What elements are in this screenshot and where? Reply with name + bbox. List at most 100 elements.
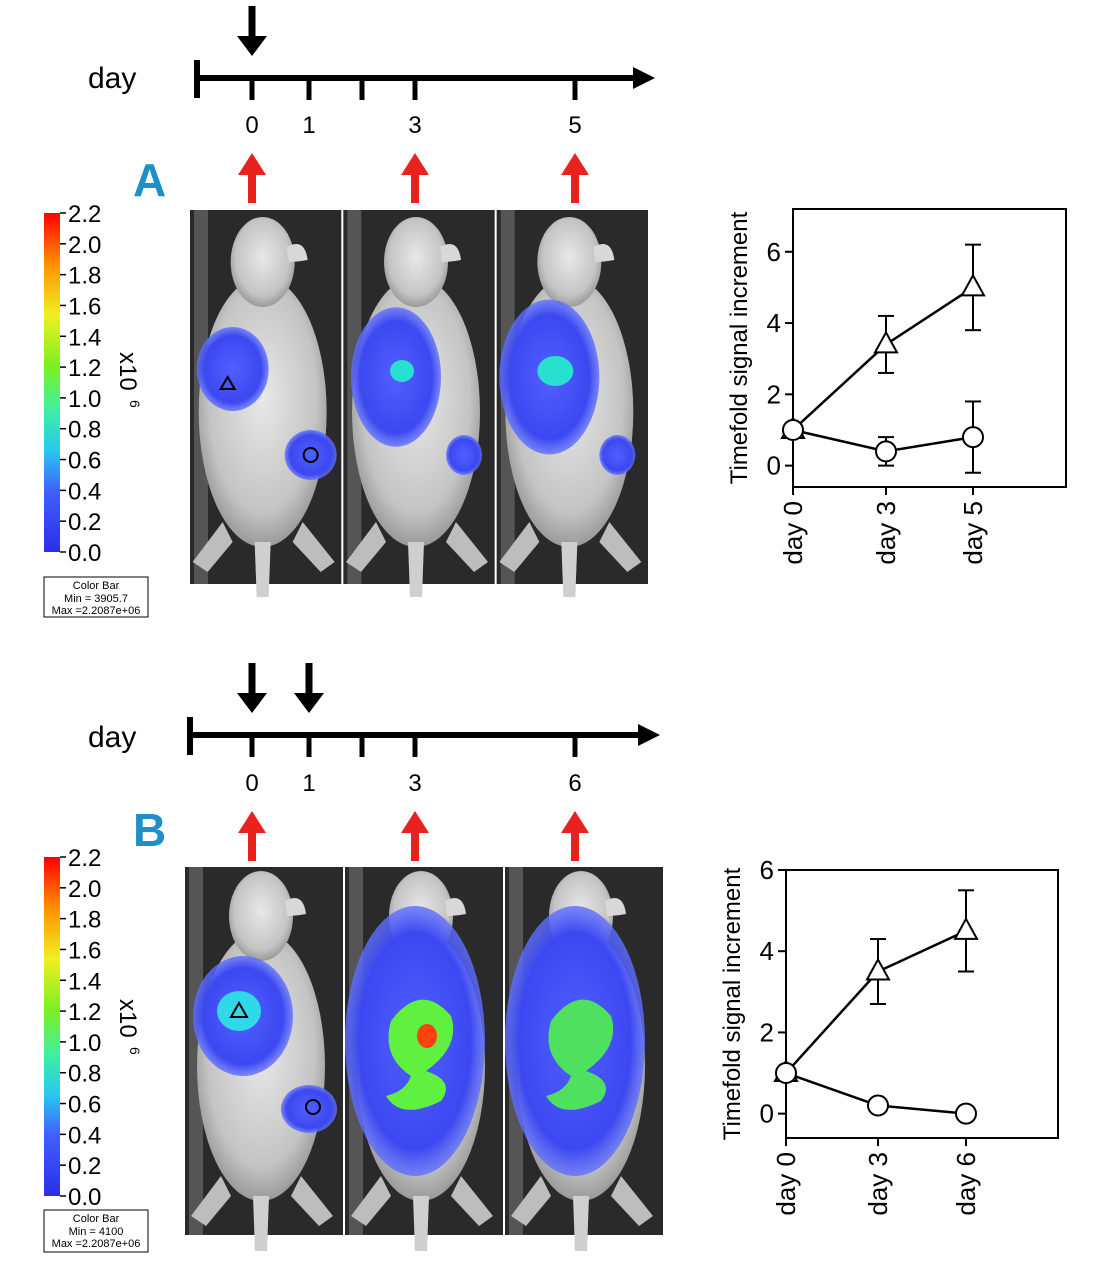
color-bar-tick-label: 1.8 (68, 263, 101, 290)
plot-frame (785, 869, 1059, 1139)
panel-letter: B (133, 804, 166, 856)
y-tick-label: 0 (760, 1099, 774, 1129)
x-tick-label: day 0 (778, 501, 808, 565)
y-tick-label: 4 (767, 308, 781, 338)
color-bar-tick-label: 0.0 (68, 1184, 101, 1211)
y-axis-label: Timefold signal increment (719, 867, 746, 1140)
y-tick-label: 4 (760, 936, 774, 966)
color-bar-tick-label: 0.2 (68, 1153, 101, 1180)
color-bar-tick-label: 2.2 (68, 201, 101, 228)
signal-tumor-small (446, 435, 482, 475)
info-box-max: Max =2.2087e+06 (52, 605, 141, 617)
timeline-tick-label: 5 (568, 112, 581, 139)
mouse-image-frame (345, 867, 503, 1251)
info-box-min: Min = 4100 (69, 1226, 124, 1238)
color-bar-gradient (44, 857, 60, 1196)
signal-hotspot (217, 991, 261, 1031)
info-box-frame (43, 576, 149, 618)
x-tick-label-group: day 3 (871, 501, 901, 565)
mouse-image-frame (185, 867, 343, 1251)
triangle-point (960, 273, 986, 297)
signal-chart: 0 2 4 6 day 0 day 3 day 6 Timefold signal incre… (719, 855, 1059, 1216)
timeline-tick-label: 1 (302, 770, 315, 797)
timeline-axis-label: day (88, 62, 136, 95)
image-side-band (189, 867, 203, 1235)
color-bar-unit-exponent: 6 (127, 1047, 143, 1055)
signal-hotspot (546, 999, 614, 1110)
mouse-image-frame (496, 210, 648, 597)
signal-hotspot (390, 360, 414, 382)
y-tick-label: 6 (760, 855, 774, 885)
circle-point (775, 1062, 797, 1085)
x-tick-label-group: day 0 (778, 501, 808, 565)
y-axis-label-group: Timefold signal increment (719, 867, 746, 1140)
timeline: day 0 1 3 5 (88, 6, 655, 203)
x-tick-label: day 3 (863, 1152, 893, 1216)
triangle-roi (229, 1000, 249, 1018)
triangle-point (873, 330, 899, 354)
timeline-tick-label: 0 (245, 112, 258, 139)
timeline: day 0 1 3 6 (88, 663, 660, 861)
timeline-tick-label: 3 (408, 112, 421, 139)
panel-a: day 0 1 3 5 A 2.2 2.0 1.8 1.6 1.4 1.2 1.0 0.8 0.6 0.4 0.… (43, 6, 1067, 618)
y-tick-label: 0 (767, 451, 781, 481)
info-box-min: Min = 3905.7 (64, 593, 128, 605)
x-tick-label: day 3 (871, 501, 901, 565)
color-bar-tick-label: 2.0 (68, 876, 101, 903)
x-tick-label-group: day 0 (771, 1152, 801, 1216)
color-bar-tick-label: 1.2 (68, 999, 101, 1026)
treatment-arrowhead (237, 36, 267, 56)
triangle-roi (218, 375, 237, 390)
signal-chart: 0 2 4 6 day 0 day 3 day 5 Timefold signal incre… (726, 208, 1067, 565)
y-axis-label-group: Timefold signal increment (726, 211, 753, 484)
color-bar-tick-label: 1.6 (68, 937, 101, 964)
imaging-arrowhead (401, 153, 429, 175)
color-bar-unit-exponent: 6 (127, 400, 143, 408)
imaging-arrowhead (238, 153, 266, 175)
info-box-title: Color Bar (73, 580, 120, 592)
color-bar-unit-base: x10 (114, 352, 141, 391)
imaging-arrowhead (401, 811, 429, 833)
signal-tumor-small (284, 430, 337, 480)
triangle-point (953, 916, 979, 940)
color-bar-tick-label: 0.8 (68, 1061, 101, 1088)
color-bar-tick-label: 1.2 (68, 355, 101, 382)
x-tick-label: day 6 (951, 1152, 981, 1216)
info-box-max: Max =2.2087e+06 (52, 1238, 141, 1250)
circle-point (867, 1094, 889, 1117)
color-bar-unit-base: x10 (114, 999, 141, 1038)
color-bar-tick-label: 1.0 (68, 1030, 101, 1057)
triangle-series-line (792, 286, 974, 431)
color-bar-tick-label: 1.4 (68, 324, 101, 351)
bioluminescence-images (185, 867, 663, 1251)
treatment-arrowhead (237, 693, 267, 713)
imaging-arrowhead (561, 153, 589, 175)
y-axis-label: Timefold signal increment (726, 211, 753, 484)
circle-point (782, 418, 804, 441)
imaging-arrowhead (561, 811, 589, 833)
timeline-tick-label: 1 (302, 112, 315, 139)
color-bar-tick-label: 2.2 (68, 845, 101, 872)
x-tick-label: day 5 (958, 501, 988, 565)
x-tick-label-group: day 5 (958, 501, 988, 565)
info-box-title: Color Bar (73, 1213, 120, 1225)
color-bar: 2.2 2.0 1.8 1.6 1.4 1.2 1.0 0.8 0.6 0.4 0.2 0.0 x10 6… (43, 201, 149, 618)
panel-b: day 0 1 3 6 B 2.2 2.0 1.8 1.6 1.4 1.2 1.0 0.8 0.6 0.4 0.… (43, 663, 1059, 1253)
color-bar-tick-label: 1.0 (68, 386, 101, 413)
signal-tumor-large (196, 327, 269, 411)
color-bar-tick-label: 1.4 (68, 968, 101, 995)
timeline-tick-label: 0 (245, 770, 258, 797)
color-bar-tick-label: 0.2 (68, 509, 101, 536)
signal-peak (417, 1024, 437, 1048)
circle-point (955, 1102, 977, 1125)
y-tick-label: 2 (767, 379, 781, 409)
treatment-arrowhead (294, 693, 324, 713)
color-bar-tick-label: 1.6 (68, 293, 101, 320)
color-bar-unit: x10 6 (114, 352, 143, 408)
color-bar-tick-label: 0.6 (68, 1092, 101, 1119)
triangle-series-line (785, 929, 967, 1074)
signal-tumor-small (281, 1085, 337, 1133)
